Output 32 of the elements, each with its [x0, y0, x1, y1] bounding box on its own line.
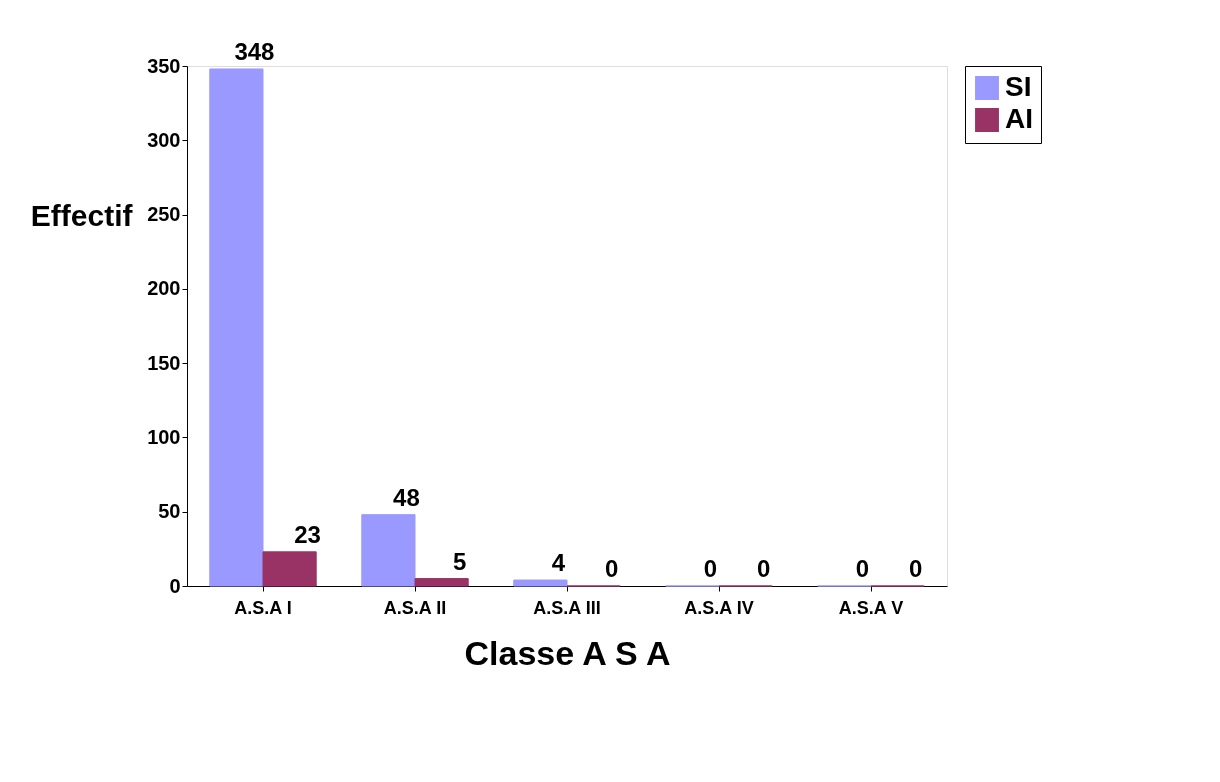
data-label: 0 [908, 555, 923, 582]
data-label: 0 [855, 555, 870, 582]
data-label: 5 [452, 547, 467, 575]
data-label: 0 [703, 555, 718, 582]
bar [209, 68, 264, 587]
y-tick-label: 150 [147, 351, 181, 374]
y-tick-label: 300 [147, 128, 181, 151]
data-label: 0 [756, 555, 771, 582]
bar [361, 514, 416, 587]
data-label: 4 [551, 549, 566, 577]
legend-label: AI [1005, 103, 1033, 134]
y-axis-title: Effectif [30, 198, 134, 232]
x-axis-title: Classe A S A [464, 633, 671, 672]
data-label: 48 [393, 483, 420, 511]
data-label: 0 [604, 555, 619, 582]
x-tick-label: A.S.A IV [684, 597, 754, 618]
y-tick-label: 250 [147, 203, 181, 226]
data-label: 23 [294, 520, 321, 548]
legend-label: SI [1005, 71, 1032, 102]
bar [513, 579, 568, 587]
x-tick-label: A.S.A V [838, 597, 904, 618]
x-tick-label: A.S.A III [533, 597, 601, 618]
y-tick-label: 100 [147, 425, 181, 448]
bar [262, 551, 317, 587]
y-tick-label: 350 [147, 54, 181, 77]
bar [414, 578, 469, 587]
data-label: 348 [234, 37, 275, 65]
x-tick-label: A.S.A II [383, 597, 447, 618]
y-tick-label: 0 [169, 574, 181, 597]
y-tick-label: 200 [147, 277, 181, 300]
y-tick-label: 50 [158, 500, 181, 523]
x-tick-label: A.S.A I [234, 597, 292, 618]
